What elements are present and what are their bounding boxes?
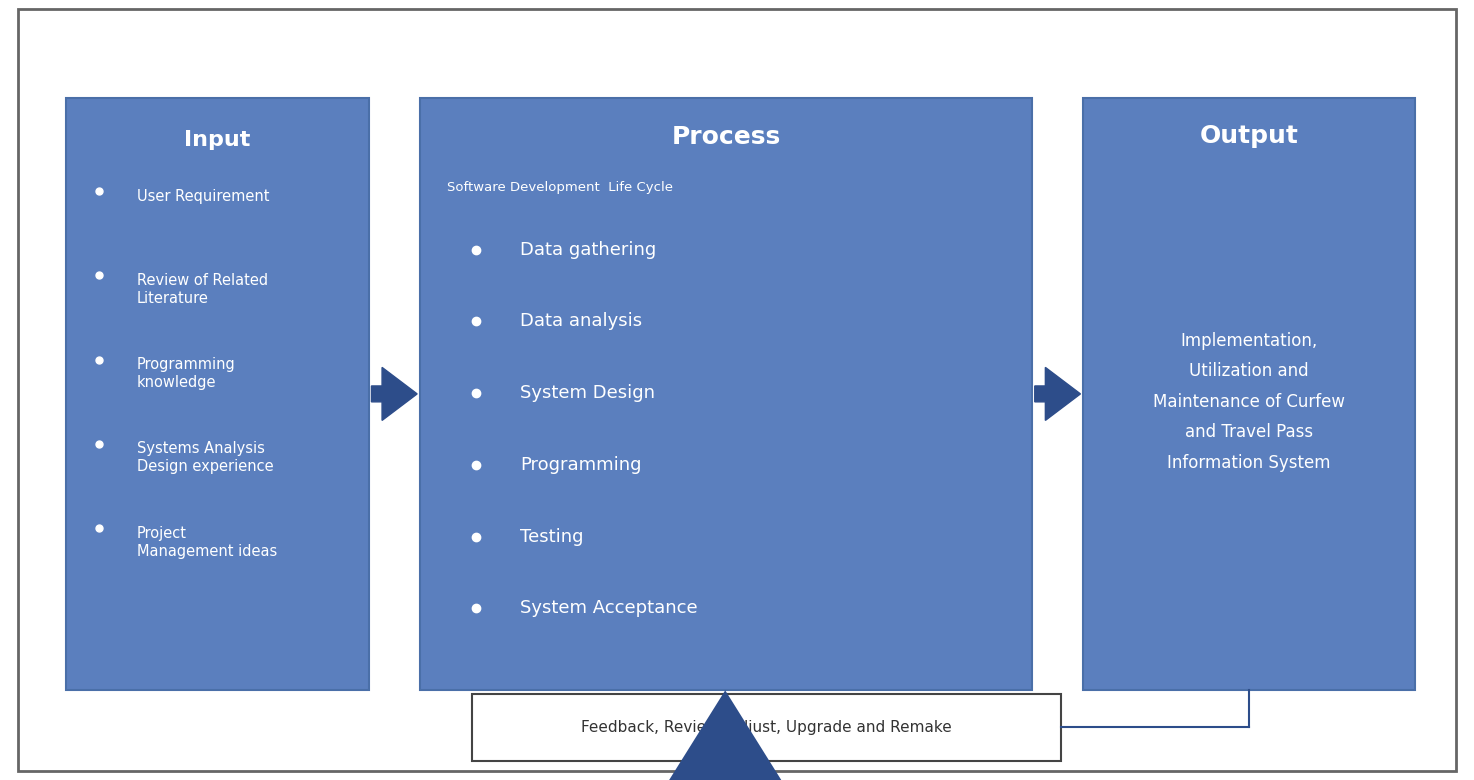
Text: Output: Output [1200,125,1299,148]
FancyArrow shape [1035,367,1080,420]
FancyBboxPatch shape [18,9,1456,771]
Text: Review of Related
Literature: Review of Related Literature [137,273,268,306]
Text: Testing: Testing [520,527,584,546]
Text: Process: Process [671,125,781,148]
Text: System Design: System Design [520,384,656,402]
Text: Input: Input [184,130,251,151]
Text: User Requirement: User Requirement [137,189,270,204]
FancyBboxPatch shape [420,98,1032,690]
FancyBboxPatch shape [472,694,1061,760]
Text: Data gathering: Data gathering [520,240,656,259]
Text: Feedback, Review, Adjust, Upgrade and Remake: Feedback, Review, Adjust, Upgrade and Re… [581,720,952,735]
Text: Software Development  Life Cycle: Software Development Life Cycle [447,181,672,193]
Text: Programming: Programming [520,456,641,474]
Text: Programming
knowledge: Programming knowledge [137,357,236,390]
Text: Systems Analysis
Design experience: Systems Analysis Design experience [137,441,274,474]
FancyBboxPatch shape [66,98,368,690]
Text: System Acceptance: System Acceptance [520,599,699,618]
Text: Project
Management ideas: Project Management ideas [137,526,277,558]
Text: Implementation,
Utilization and
Maintenance of Curfew
and Travel Pass
Informatio: Implementation, Utilization and Maintena… [1153,332,1346,472]
FancyBboxPatch shape [1083,98,1415,690]
Text: Data analysis: Data analysis [520,312,643,331]
FancyArrow shape [371,367,417,420]
